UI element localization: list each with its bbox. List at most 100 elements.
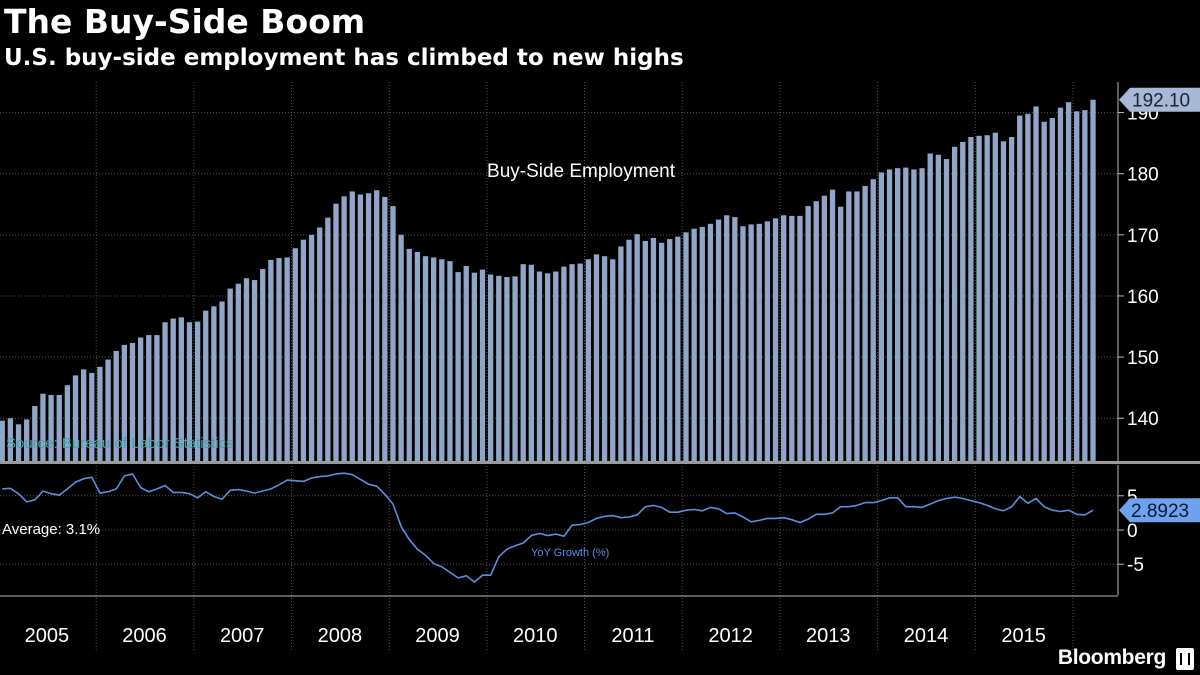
bar <box>488 274 494 461</box>
bar <box>414 251 421 461</box>
bar <box>878 172 885 462</box>
bar <box>439 259 445 461</box>
bar <box>463 265 469 461</box>
panel-separator <box>0 461 1200 464</box>
bar <box>626 239 632 461</box>
bar <box>691 228 697 461</box>
bar <box>675 236 681 461</box>
bar <box>186 322 193 461</box>
bar <box>512 276 518 461</box>
x-tick-label: 2013 <box>806 625 851 647</box>
bar <box>194 321 201 461</box>
bar <box>528 264 534 461</box>
bar <box>398 234 404 461</box>
x-tick-label: 2015 <box>1001 625 1046 647</box>
bar <box>805 206 811 461</box>
bar <box>146 335 152 461</box>
bar <box>561 266 567 461</box>
bar <box>813 201 819 462</box>
bar <box>553 271 559 461</box>
bar <box>365 193 372 462</box>
bar <box>349 191 355 462</box>
x-tick-label: 2010 <box>513 625 558 647</box>
bar <box>341 196 347 462</box>
bar <box>846 191 852 462</box>
bar <box>1090 99 1096 461</box>
bar <box>764 221 771 461</box>
bar <box>748 224 754 461</box>
bar <box>235 283 241 461</box>
bar <box>724 215 730 461</box>
x-tick-label: 2007 <box>220 625 265 647</box>
bar <box>15 424 22 461</box>
bar <box>707 223 714 461</box>
bar <box>504 277 510 461</box>
bar <box>431 257 437 461</box>
bar <box>886 169 893 461</box>
y-tick-label: 150 <box>1127 348 1159 369</box>
line-chart-title: YoY Growth (%) <box>531 547 609 559</box>
bar <box>984 135 990 461</box>
bar <box>251 280 258 461</box>
x-tick-label: 2006 <box>122 625 167 647</box>
bar <box>219 301 225 461</box>
bar <box>260 269 266 461</box>
bar <box>455 272 461 461</box>
bar <box>601 256 608 461</box>
bar <box>300 239 307 461</box>
bar <box>650 237 657 461</box>
bar <box>81 369 87 461</box>
bar <box>72 375 79 461</box>
bar <box>1041 121 1047 461</box>
bar <box>618 246 624 461</box>
bar <box>496 275 502 461</box>
bar <box>870 179 876 461</box>
bar <box>976 135 982 461</box>
bar <box>862 185 868 461</box>
bar <box>854 191 860 462</box>
bar <box>699 226 705 461</box>
bar <box>422 256 429 461</box>
bar <box>1082 110 1088 461</box>
bar <box>390 206 396 461</box>
bar <box>577 263 583 461</box>
bar <box>634 234 640 461</box>
bar <box>715 219 722 461</box>
bar <box>610 259 616 461</box>
bar <box>593 254 600 461</box>
bar <box>374 190 380 462</box>
bar <box>292 248 298 461</box>
bar <box>1008 137 1015 462</box>
bar <box>357 194 364 461</box>
bar <box>683 232 689 461</box>
bar <box>943 159 950 461</box>
y-tick-label: 5 <box>1127 487 1138 508</box>
bar <box>1057 107 1064 461</box>
bar <box>308 234 315 461</box>
bar <box>7 418 14 461</box>
bar <box>732 217 738 461</box>
last-value-label: 192.10 <box>1132 91 1190 112</box>
bar <box>64 385 71 461</box>
bar <box>756 223 762 461</box>
bar <box>968 137 974 462</box>
bar <box>170 318 176 461</box>
bar <box>178 317 184 461</box>
bar <box>935 154 941 462</box>
bar <box>162 322 168 461</box>
bar <box>829 189 836 461</box>
last-value-label: 2.8923 <box>1131 501 1189 522</box>
bar <box>284 257 290 461</box>
bar <box>569 264 575 461</box>
bar <box>797 215 803 461</box>
bar <box>40 393 46 461</box>
chart-subtitle: U.S. buy-side employment has climbed to … <box>4 45 684 71</box>
bar <box>536 271 543 461</box>
y-tick-label: -5 <box>1127 555 1144 576</box>
x-tick-label: 2012 <box>708 625 753 647</box>
bar <box>317 227 323 461</box>
bar <box>243 278 250 461</box>
bar <box>97 366 103 461</box>
bar <box>781 215 787 461</box>
bar <box>471 272 478 461</box>
